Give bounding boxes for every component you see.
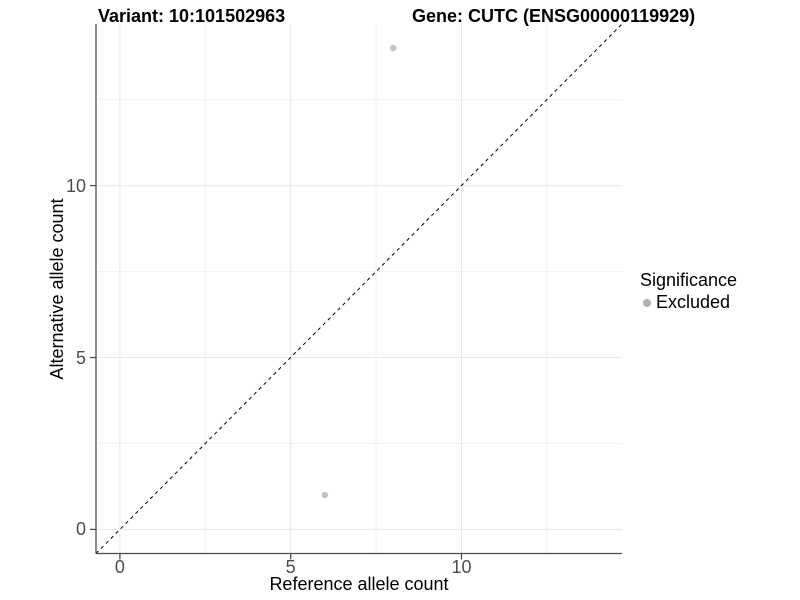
plot-title-gene: Gene: CUTC (ENSG00000119929) — [412, 6, 696, 26]
legend-item: Excluded — [640, 292, 737, 313]
legend-title: Significance — [640, 270, 738, 290]
legend-key-dot-icon — [643, 298, 651, 307]
y-tick-label: 0 — [75, 519, 86, 540]
legend: Significance Excluded — [640, 270, 737, 313]
plot-title-variant: Variant: 10:101502963 — [98, 6, 286, 26]
y-axis-title: Alternative allele count — [47, 198, 67, 380]
x-tick-label: 5 — [285, 557, 296, 577]
x-axis-title: Reference allele count — [269, 574, 449, 594]
y-tick-label: 5 — [75, 347, 86, 368]
y-tick-label: 10 — [65, 175, 86, 196]
x-tick-label: 0 — [114, 557, 125, 577]
x-tick-label: 10 — [451, 557, 472, 577]
legend-item-label: Excluded — [656, 292, 731, 312]
